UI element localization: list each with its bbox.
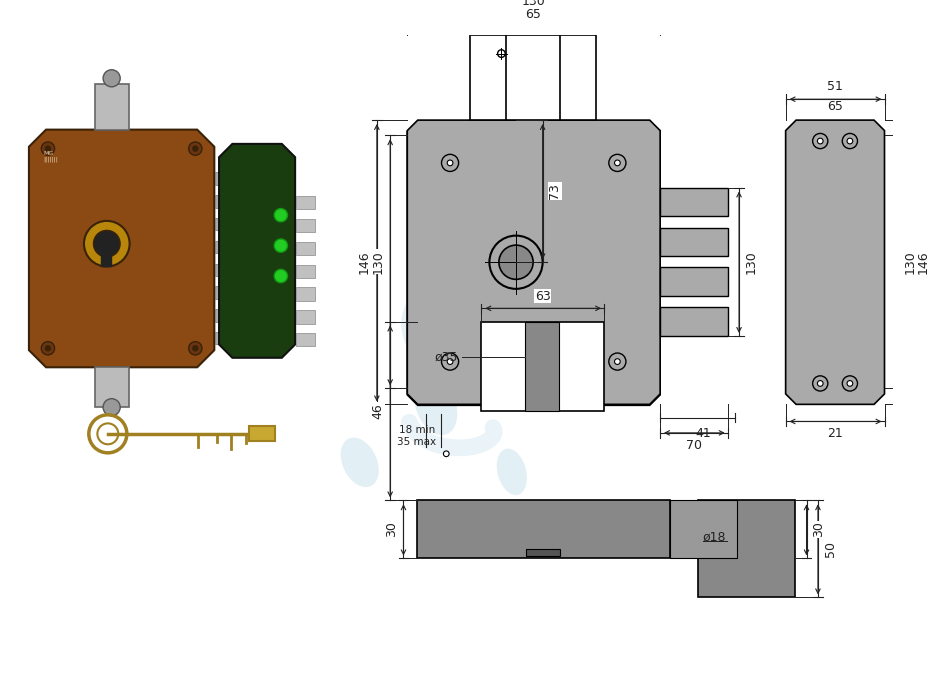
Bar bbox=[249, 426, 276, 442]
Circle shape bbox=[441, 154, 459, 172]
Circle shape bbox=[843, 376, 857, 391]
Bar bbox=[215, 218, 253, 230]
Polygon shape bbox=[407, 121, 660, 405]
Circle shape bbox=[103, 399, 120, 416]
Text: 30: 30 bbox=[812, 522, 825, 538]
Bar bbox=[296, 333, 315, 346]
Circle shape bbox=[93, 230, 120, 257]
Bar bbox=[296, 241, 315, 255]
Text: 51: 51 bbox=[827, 80, 843, 94]
Circle shape bbox=[41, 342, 55, 355]
Text: 63: 63 bbox=[535, 290, 550, 302]
Bar bbox=[96, 84, 128, 130]
Ellipse shape bbox=[497, 449, 527, 495]
Circle shape bbox=[447, 358, 452, 365]
Circle shape bbox=[817, 138, 823, 144]
Ellipse shape bbox=[452, 500, 477, 538]
Circle shape bbox=[193, 345, 198, 351]
Circle shape bbox=[614, 358, 620, 365]
Circle shape bbox=[275, 209, 288, 222]
Circle shape bbox=[193, 146, 198, 151]
Circle shape bbox=[447, 160, 452, 166]
Bar bbox=[470, 34, 597, 120]
Circle shape bbox=[41, 142, 55, 155]
Circle shape bbox=[275, 270, 288, 283]
Circle shape bbox=[84, 221, 129, 267]
Text: ø18: ø18 bbox=[703, 531, 726, 544]
Circle shape bbox=[609, 353, 626, 370]
Text: 65: 65 bbox=[827, 99, 843, 113]
Circle shape bbox=[275, 239, 288, 252]
Circle shape bbox=[497, 50, 506, 57]
Bar bbox=[96, 368, 128, 407]
Text: 65: 65 bbox=[525, 8, 541, 21]
Bar bbox=[215, 286, 253, 299]
Text: 18 min
35 max: 18 min 35 max bbox=[398, 426, 437, 447]
Text: 130: 130 bbox=[522, 0, 546, 8]
Text: ø35: ø35 bbox=[434, 350, 458, 363]
Circle shape bbox=[103, 70, 120, 87]
Bar bbox=[296, 196, 315, 209]
Text: 146: 146 bbox=[917, 251, 930, 274]
Text: 130: 130 bbox=[371, 250, 385, 274]
Text: 130: 130 bbox=[745, 250, 758, 274]
Bar bbox=[215, 172, 253, 185]
Text: 146: 146 bbox=[358, 251, 371, 274]
Circle shape bbox=[817, 381, 823, 386]
Circle shape bbox=[441, 353, 459, 370]
Text: 30: 30 bbox=[385, 522, 398, 538]
Circle shape bbox=[189, 142, 202, 155]
Polygon shape bbox=[219, 144, 295, 358]
Polygon shape bbox=[786, 120, 884, 405]
Bar bbox=[698, 500, 795, 597]
Text: 50: 50 bbox=[824, 541, 837, 557]
Bar bbox=[660, 188, 728, 216]
Ellipse shape bbox=[341, 438, 379, 487]
Circle shape bbox=[45, 146, 51, 151]
Bar bbox=[660, 267, 728, 296]
Bar bbox=[296, 310, 315, 323]
Circle shape bbox=[847, 138, 853, 144]
Bar bbox=[669, 500, 737, 559]
Circle shape bbox=[847, 381, 853, 386]
Bar bbox=[215, 264, 253, 276]
Bar bbox=[215, 309, 253, 321]
Circle shape bbox=[813, 376, 828, 391]
Polygon shape bbox=[407, 120, 660, 405]
Circle shape bbox=[813, 134, 828, 148]
Circle shape bbox=[45, 345, 51, 351]
Text: 70: 70 bbox=[686, 439, 702, 452]
Bar bbox=[215, 195, 253, 208]
Circle shape bbox=[614, 160, 620, 166]
Bar bbox=[296, 219, 315, 232]
Text: 130: 130 bbox=[903, 250, 916, 274]
Text: 21: 21 bbox=[827, 427, 843, 440]
Text: 46: 46 bbox=[371, 403, 385, 419]
Circle shape bbox=[443, 451, 449, 456]
Bar bbox=[417, 500, 669, 559]
Bar bbox=[660, 307, 728, 336]
Bar bbox=[525, 321, 560, 411]
Bar bbox=[296, 288, 315, 301]
Bar bbox=[101, 244, 113, 267]
Circle shape bbox=[843, 134, 857, 148]
Bar bbox=[481, 321, 604, 411]
Bar bbox=[215, 332, 253, 344]
Text: MG
|||||||: MG ||||||| bbox=[43, 150, 58, 162]
Circle shape bbox=[490, 236, 543, 289]
Bar bbox=[215, 241, 253, 253]
Ellipse shape bbox=[414, 375, 457, 435]
Bar bbox=[526, 549, 560, 557]
Polygon shape bbox=[29, 130, 214, 368]
Bar bbox=[660, 228, 728, 256]
Bar bbox=[296, 265, 315, 278]
Circle shape bbox=[609, 154, 626, 172]
Bar bbox=[506, 34, 560, 120]
Text: 41: 41 bbox=[695, 427, 710, 440]
Circle shape bbox=[499, 245, 533, 279]
Circle shape bbox=[189, 342, 202, 355]
Text: 73: 73 bbox=[548, 183, 561, 199]
